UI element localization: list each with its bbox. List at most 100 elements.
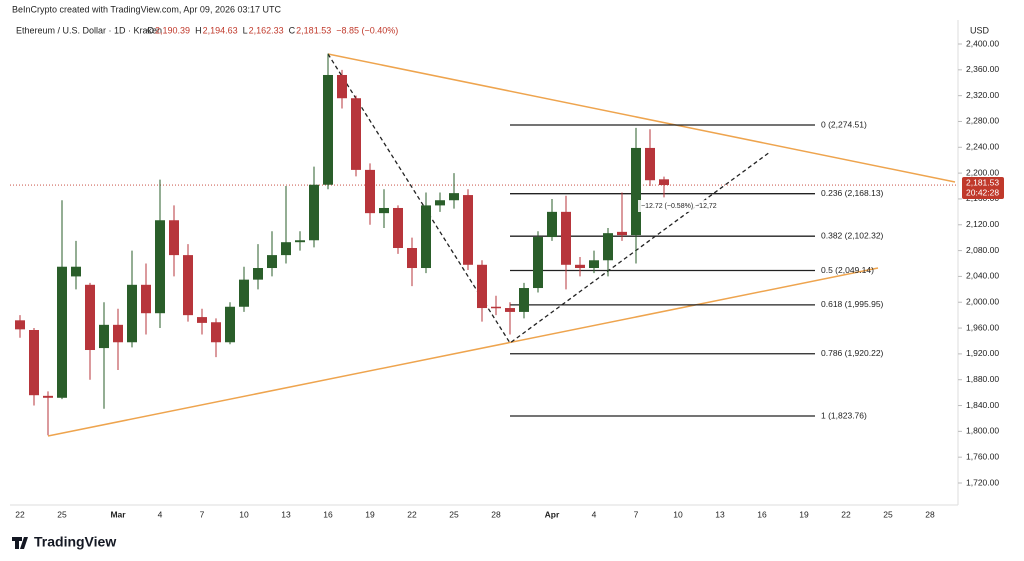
candle-body [71,266,81,277]
candle-body [43,395,53,398]
x-tick-label: 10 [239,509,249,519]
candle-body [589,260,599,269]
y-tick-label: 1,760.00 [966,451,999,461]
logo: TradingView [12,534,116,550]
candle-body [505,308,515,312]
candle-body [631,147,641,236]
candle-body [225,306,235,343]
change-label: −8.85 (−0.40%) [336,25,398,35]
x-tick-label: 22 [841,509,851,519]
x-tick-label: 19 [365,509,375,519]
candle-body [449,193,459,201]
x-tick-label: 28 [925,509,935,519]
x-tick-label: 16 [323,509,333,519]
fib-label: 0 (2,274.51) [821,119,867,129]
x-tick-label: 25 [57,509,67,519]
ohlc-key: C [289,25,296,35]
x-tick-label: 7 [200,509,205,519]
candle-body [393,207,403,249]
candle-body [533,237,543,289]
y-tick-label: 2,040.00 [966,271,999,281]
candle-body [407,248,417,269]
chart-title: Ethereum / U.S. Dollar · 1D · Kraken [16,25,162,35]
candle-body [659,179,669,186]
x-tick-label: 13 [715,509,725,519]
candle-body [113,324,123,343]
candle-body [491,306,501,309]
candle-body [57,266,67,398]
candle-body [645,147,655,181]
candle-body [141,284,151,314]
currency: USD [970,25,990,35]
y-tick-label: 1,960.00 [966,322,999,332]
ohlc-value: 2,194.63 [203,25,238,35]
candle-body [267,255,277,269]
y-tick-label: 2,320.00 [966,90,999,100]
fib-label: 0.5 (2,049.14) [821,265,874,275]
x-tick-label: 16 [757,509,767,519]
candle-body [351,98,361,170]
candle-body [477,264,487,309]
candle-body [169,220,179,256]
candle-body [239,279,249,307]
x-tick-label: 22 [407,509,417,519]
candle-body [295,240,305,243]
measure-bg [638,200,718,212]
ohlc-key: H [195,25,202,35]
price-tag-label: 2,181.53 [966,177,999,187]
candle-body [211,322,221,343]
x-tick-label: 22 [15,509,25,519]
candle-body [183,255,193,316]
ohlc-key: L [243,25,248,35]
x-tick-label: 4 [592,509,597,519]
y-tick-label: 2,080.00 [966,245,999,255]
candle-body [85,284,95,351]
y-tick-label: 1,840.00 [966,400,999,410]
ohlc-value: 2,181.53 [296,25,331,35]
zigzag [327,53,771,344]
trend-line [327,53,956,183]
candle-body [15,320,25,330]
candle-body [365,169,375,214]
logo-mark [12,537,28,549]
countdown: 20:42:28 [966,187,999,197]
x-tick-label: 25 [883,509,893,519]
candle-body [127,284,137,343]
candle-body [337,74,347,99]
x-tick-label: 4 [158,509,163,519]
y-tick-label: 2,240.00 [966,142,999,152]
candle-body [309,184,319,241]
y-tick-label: 2,000.00 [966,296,999,306]
x-tick-label: 25 [449,509,459,519]
candle-body [281,242,291,256]
fib-label: 0.618 (1,995.95) [821,299,884,309]
candle-body [29,329,39,396]
x-tick-label: Apr [545,509,560,519]
y-tick-label: 1,720.00 [966,477,999,487]
y-tick-label: 1,800.00 [966,426,999,436]
x-tick-label: 28 [491,509,501,519]
y-tick-label: 2,280.00 [966,116,999,126]
ohlc-key: O [147,25,154,35]
x-tick-label: 19 [799,509,809,519]
y-tick-label: 1,920.00 [966,348,999,358]
candle-body [155,220,165,314]
candle-body [323,74,333,185]
candle-body [561,211,571,265]
logo-text: TradingView [34,534,116,550]
x-tick-label: 10 [673,509,683,519]
x-tick-label: 13 [281,509,291,519]
candle-body [253,268,263,280]
fib-label: 0.786 (1,920.22) [821,348,884,358]
candle-body [617,231,627,236]
candle-body [197,317,207,323]
ohlc-value: 2,190.39 [155,25,190,35]
x-tick-label: 7 [634,509,639,519]
candle-body [519,288,529,312]
price-tag [962,177,1004,200]
candle-body [379,207,389,214]
trend-line [47,267,879,437]
y-tick-label: 1,880.00 [966,374,999,384]
candle-body [421,205,431,269]
candle-body [575,264,585,269]
